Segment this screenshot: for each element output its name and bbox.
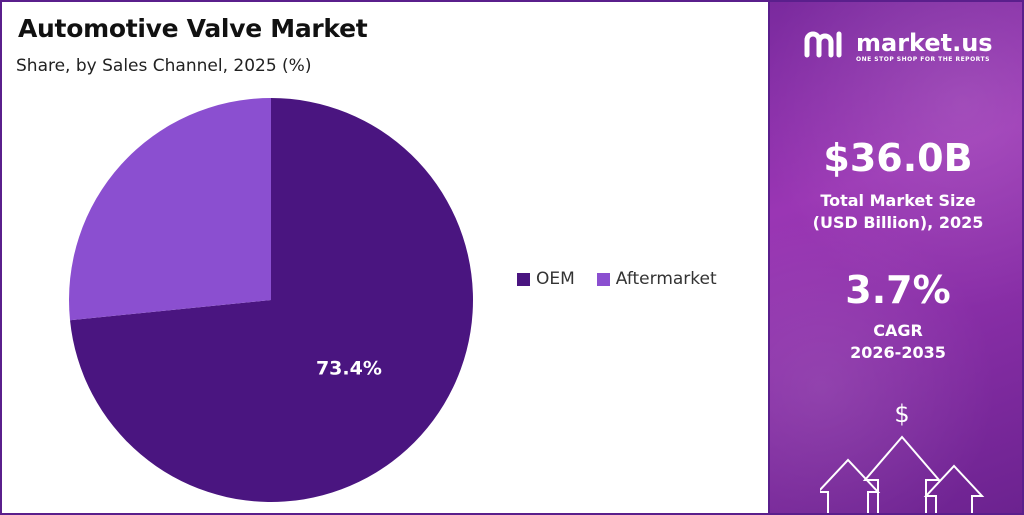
chart-legend: OEM Aftermarket xyxy=(517,269,717,289)
legend-swatch-oem xyxy=(517,272,530,286)
legend-label-oem: OEM xyxy=(536,269,575,289)
cagr-label: CAGR 2026-2035 xyxy=(770,320,1022,364)
growth-arrows-icon: $ xyxy=(820,400,985,513)
pie-chart: 73.4% xyxy=(69,98,473,502)
cagr-label-line2: 2026-2035 xyxy=(850,343,946,362)
legend-item-aftermarket: Aftermarket xyxy=(596,269,717,289)
cagr-label-line1: CAGR xyxy=(873,321,923,340)
summary-panel: market.us ONE STOP SHOP FOR THE REPORTS … xyxy=(768,2,1022,513)
pie-slice-aftermarket xyxy=(69,98,271,321)
dollar-icon: $ xyxy=(894,400,909,428)
cagr-value: 3.7% xyxy=(845,268,951,312)
market-size-label-line2: (USD Billion), 2025 xyxy=(812,213,984,232)
chart-subtitle: Share, by Sales Channel, 2025 (%) xyxy=(16,56,312,76)
brand-tagline: ONE STOP SHOP FOR THE REPORTS xyxy=(856,56,990,63)
market-size-label: Total Market Size (USD Billion), 2025 xyxy=(770,190,1022,234)
market-size-label-line1: Total Market Size xyxy=(820,191,976,210)
pie-slice-oem xyxy=(70,98,473,502)
legend-item-oem: OEM xyxy=(517,269,575,289)
brand-logo: market.us xyxy=(804,28,993,58)
data-label-oem: 73.4% xyxy=(316,357,382,379)
brand-name: market.us xyxy=(856,29,993,57)
legend-swatch-aftermarket xyxy=(596,272,610,286)
legend-label-aftermarket: Aftermarket xyxy=(615,269,717,289)
market-size-value: $36.0B xyxy=(823,136,973,180)
chart-title: Automotive Valve Market xyxy=(18,14,368,43)
market-us-logo-icon xyxy=(804,31,842,58)
center-arrow-icon xyxy=(862,435,942,513)
right-arrow-icon xyxy=(923,464,985,513)
left-arrow-icon xyxy=(820,458,881,513)
